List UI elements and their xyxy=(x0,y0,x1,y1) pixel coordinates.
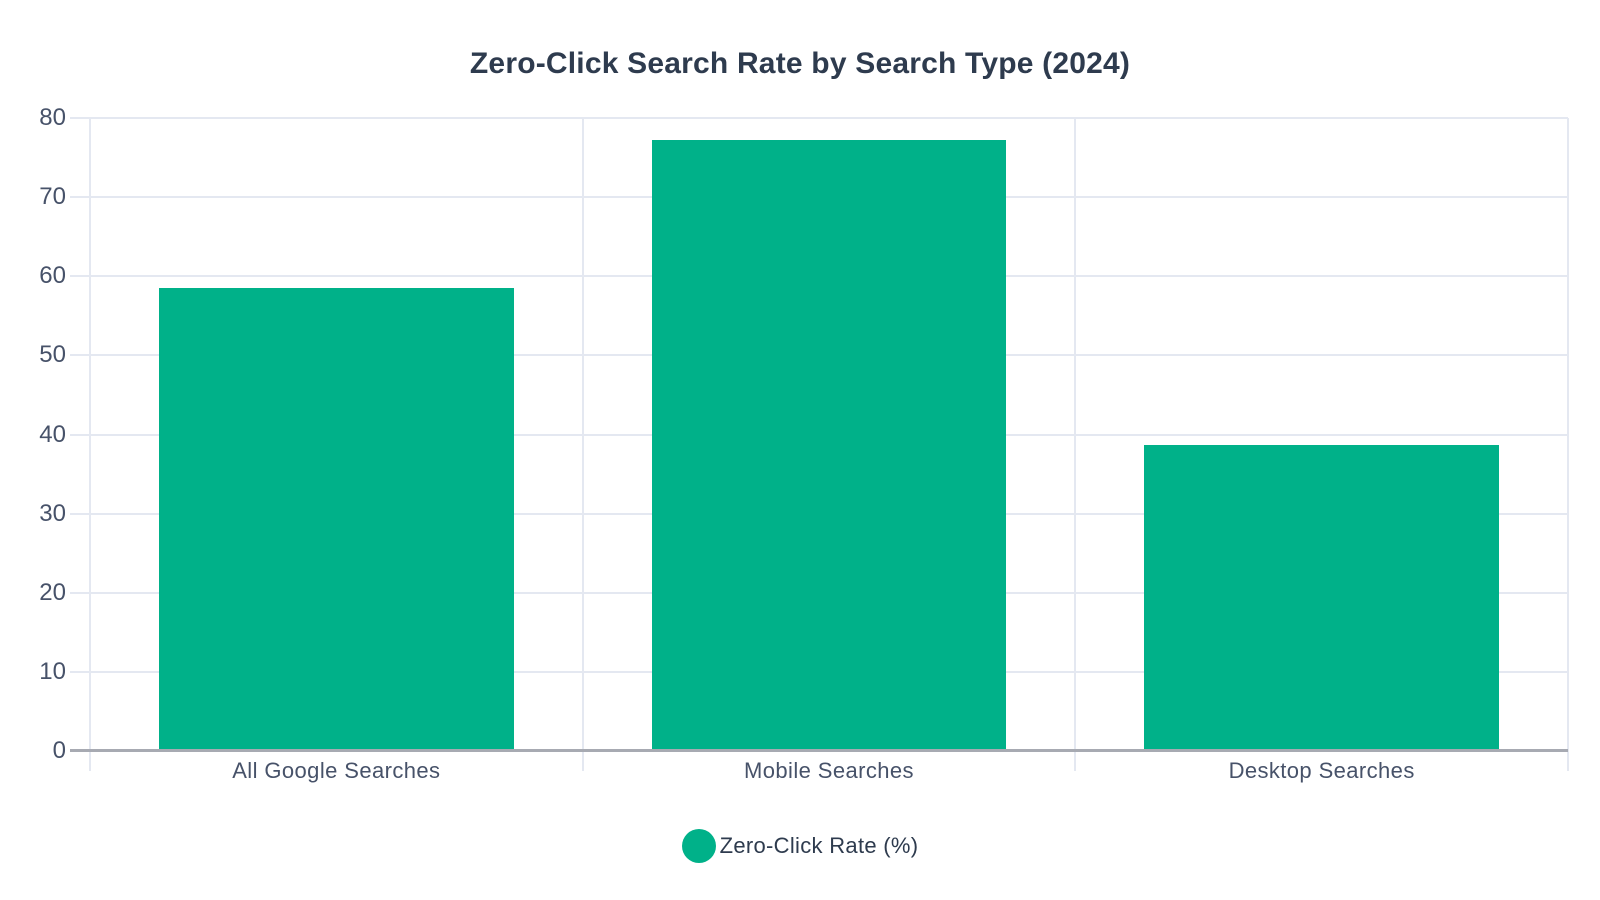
chart-title: Zero-Click Search Rate by Search Type (2… xyxy=(469,47,1131,80)
legend-label: Zero-Click Rate (%) xyxy=(719,833,919,858)
y-axis-tick-label: 20 xyxy=(39,578,66,606)
gridline-horizontal xyxy=(70,117,1568,119)
y-axis-tick-label: 10 xyxy=(39,657,66,685)
gridline-vertical xyxy=(581,118,584,771)
y-axis-tick-label: 0 xyxy=(52,737,66,764)
x-axis-label: All Google Searches xyxy=(232,758,441,783)
gridline-vertical xyxy=(89,118,91,771)
plot-area xyxy=(70,117,1569,771)
y-axis-tick-label: 60 xyxy=(39,262,66,290)
legend-marker-icon xyxy=(681,829,716,863)
x-axis-line xyxy=(70,749,1568,752)
legend[interactable]: Zero-Click Rate (%) xyxy=(0,829,1600,863)
y-axis-tick-label: 80 xyxy=(39,104,66,131)
y-axis-tick-label: 50 xyxy=(39,341,66,369)
bar-desktop-searches[interactable] xyxy=(1144,444,1500,751)
x-axis-label: Desktop Searches xyxy=(1228,758,1415,783)
gridline-vertical xyxy=(1567,118,1569,771)
y-axis-tick-label: 40 xyxy=(39,420,66,448)
x-axis-label: Mobile Searches xyxy=(744,758,914,783)
bar-all-google-searches[interactable] xyxy=(158,288,514,751)
y-axis-tick-label: 30 xyxy=(39,499,66,527)
bar-mobile-searches[interactable] xyxy=(651,140,1007,751)
y-axis-tick-label: 70 xyxy=(39,183,66,211)
gridline-vertical xyxy=(1074,118,1077,771)
